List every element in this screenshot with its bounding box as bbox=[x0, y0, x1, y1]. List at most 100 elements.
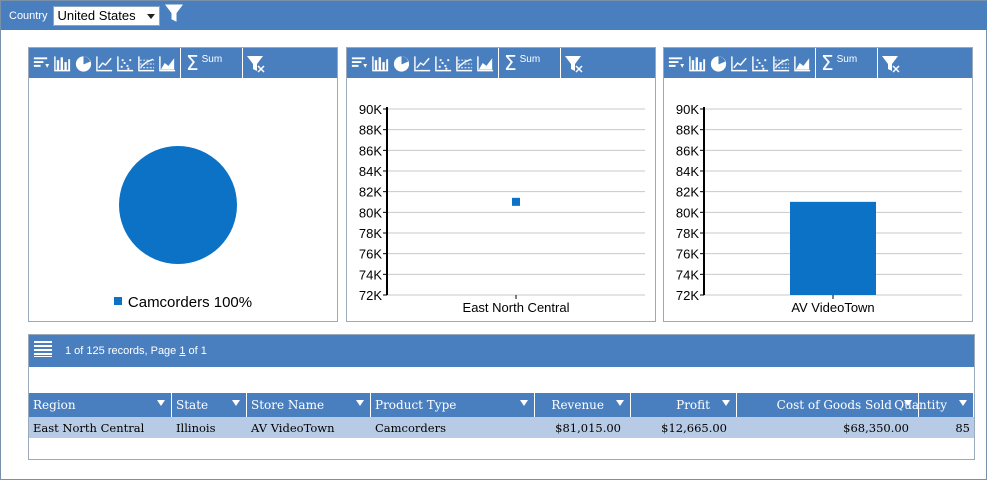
line-chart-icon[interactable] bbox=[94, 53, 115, 73]
toolbar-divider bbox=[877, 48, 879, 78]
column-header-label: Profit bbox=[676, 398, 710, 412]
scatter-chart-icon[interactable] bbox=[750, 53, 771, 73]
area-chart-icon[interactable] bbox=[475, 53, 496, 73]
toolbar-divider bbox=[498, 48, 499, 78]
sort-icon[interactable] bbox=[31, 53, 52, 73]
pie-chart-icon[interactable] bbox=[391, 53, 412, 73]
chart-svg: 90K 88K 86K 84K 82K 80K 78K 76K 74K 72K AV VideoTo… bbox=[676, 102, 962, 315]
chevron-down-icon bbox=[146, 13, 155, 19]
chart-area: Camcorders 100% bbox=[29, 78, 337, 321]
chart-panel-pie: Σ Sum Camcorders 100% bbox=[28, 47, 338, 322]
column-header-label: State bbox=[176, 398, 209, 412]
trend-chart-icon[interactable] bbox=[454, 53, 475, 73]
table-cell: 85 bbox=[955, 420, 970, 435]
y-tick-label: 90K bbox=[676, 102, 699, 117]
y-tick-label: 90K bbox=[359, 102, 382, 117]
table-row[interactable]: East North Central Illinois AV VideoTown Ca… bbox=[29, 417, 974, 438]
y-tick-label: 72K bbox=[676, 288, 699, 303]
bar-chart-icon[interactable] bbox=[370, 53, 391, 73]
table-cell: Camcorders bbox=[375, 420, 446, 435]
column-header[interactable]: Product Type bbox=[371, 393, 535, 417]
bar-chart-icon[interactable] bbox=[687, 53, 708, 73]
area-chart-icon[interactable] bbox=[792, 53, 813, 73]
column-dropdown-icon[interactable] bbox=[356, 400, 364, 406]
table-cell: Illinois bbox=[176, 420, 216, 435]
column-header[interactable]: Quantity bbox=[894, 393, 974, 417]
toolbar-divider bbox=[180, 48, 181, 78]
y-tick-label: 84K bbox=[676, 164, 699, 179]
sort-icon[interactable] bbox=[666, 53, 687, 73]
chart-toolbar: Σ Sum bbox=[664, 48, 972, 78]
filter-bar: Country United States bbox=[1, 1, 987, 30]
column-dropdown-icon[interactable] bbox=[157, 400, 165, 406]
clear-filter-icon[interactable] bbox=[880, 53, 901, 73]
record-info-suffix: of 1 bbox=[185, 345, 207, 357]
column-dropdown-icon[interactable] bbox=[959, 400, 967, 406]
table-cell: $81,015.00 bbox=[555, 420, 621, 435]
chart-area: 90K 88K 86K 84K 82K 80K 78K 76K 74K 72K East North… bbox=[347, 78, 655, 321]
column-header[interactable]: Store Name bbox=[247, 393, 371, 417]
record-info: 1 of 125 records, Page 1 of 1 bbox=[65, 345, 207, 357]
column-dropdown-icon[interactable] bbox=[722, 400, 730, 406]
y-tick-label: 88K bbox=[359, 123, 382, 138]
pie-chart-icon[interactable] bbox=[73, 53, 94, 73]
scatter-chart-icon[interactable] bbox=[433, 53, 454, 73]
record-info-prefix: 1 of 125 records, Page bbox=[65, 345, 180, 357]
chart-panel-bar: Σ Sum 90K 88K 86K 84K 82K 80K 78K 76K 74K 72K AV Vid… bbox=[663, 47, 973, 322]
sigma-icon[interactable]: Σ bbox=[821, 51, 834, 75]
column-header[interactable]: State bbox=[172, 393, 247, 417]
sort-icon[interactable] bbox=[349, 53, 370, 73]
y-tick-label: 84K bbox=[359, 164, 382, 179]
filter-funnel-icon[interactable] bbox=[164, 3, 183, 28]
y-tick-label: 72K bbox=[359, 288, 382, 303]
grid-header-row: Region State Store Name Product Type Revenue… bbox=[29, 393, 974, 417]
scatter-point[interactable] bbox=[512, 197, 520, 206]
trend-chart-icon[interactable] bbox=[136, 53, 157, 73]
y-tick-label: 86K bbox=[359, 143, 382, 158]
y-tick-label: 88K bbox=[676, 123, 699, 138]
bar[interactable] bbox=[790, 201, 876, 295]
line-chart-icon[interactable] bbox=[729, 53, 750, 73]
column-header[interactable]: Profit bbox=[631, 393, 737, 417]
legend-label: Camcorders 100% bbox=[127, 294, 253, 311]
sum-label[interactable]: Sum bbox=[836, 53, 858, 65]
country-label: Country bbox=[9, 9, 48, 22]
line-chart-icon[interactable] bbox=[412, 53, 433, 73]
sum-label[interactable]: Sum bbox=[201, 53, 223, 65]
trend-chart-icon[interactable] bbox=[771, 53, 792, 73]
pie-slice[interactable] bbox=[119, 146, 237, 264]
scatter-chart-icon[interactable] bbox=[115, 53, 136, 73]
column-dropdown-icon[interactable] bbox=[520, 400, 528, 406]
toolbar-divider bbox=[560, 48, 562, 78]
clear-filter-icon[interactable] bbox=[245, 53, 266, 73]
sum-label[interactable]: Sum bbox=[519, 53, 541, 65]
clear-filter-icon[interactable] bbox=[563, 53, 584, 73]
y-tick-label: 74K bbox=[359, 267, 382, 282]
sigma-icon[interactable]: Σ bbox=[504, 51, 517, 75]
y-tick-label: 78K bbox=[676, 226, 699, 241]
chart-area: 90K 88K 86K 84K 82K 80K 78K 76K 74K 72K AV VideoTo… bbox=[664, 78, 972, 321]
column-header-label: Store Name bbox=[251, 398, 325, 412]
area-chart-icon[interactable] bbox=[157, 53, 178, 73]
toolbar-divider bbox=[242, 48, 244, 78]
sigma-icon[interactable]: Σ bbox=[186, 51, 199, 75]
column-header[interactable]: Cost of Goods Sold bbox=[737, 393, 919, 417]
column-header[interactable]: Region bbox=[29, 393, 172, 417]
y-tick-label: 74K bbox=[676, 267, 699, 282]
column-header-label: Region bbox=[33, 398, 76, 412]
page-link[interactable]: 1 bbox=[179, 345, 186, 357]
grid-menu-icon[interactable] bbox=[33, 340, 53, 363]
column-dropdown-icon[interactable] bbox=[904, 400, 912, 406]
column-dropdown-icon[interactable] bbox=[616, 400, 624, 406]
column-dropdown-icon[interactable] bbox=[232, 400, 240, 406]
x-tick-label: East North Central bbox=[463, 300, 570, 315]
y-tick-label: 82K bbox=[359, 185, 382, 200]
chart-toolbar: Σ Sum bbox=[29, 48, 337, 78]
table-cell: $12,665.00 bbox=[661, 420, 727, 435]
y-tick-label: 80K bbox=[676, 205, 699, 220]
country-select[interactable]: United States bbox=[52, 5, 160, 26]
bar-chart-icon[interactable] bbox=[52, 53, 73, 73]
column-header[interactable]: Revenue bbox=[535, 393, 631, 417]
pie-chart-icon[interactable] bbox=[708, 53, 729, 73]
